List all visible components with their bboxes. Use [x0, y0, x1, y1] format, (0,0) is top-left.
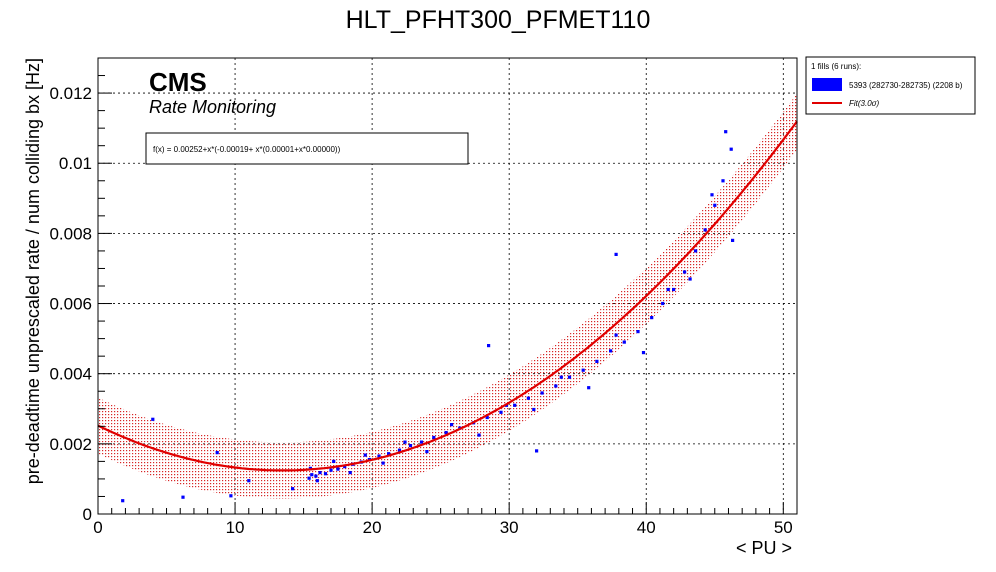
- data-point: [363, 453, 367, 457]
- x-tick-label: 20: [363, 518, 382, 537]
- data-point: [332, 459, 336, 463]
- data-point: [587, 386, 591, 390]
- y-axis-ticks: 0 0.002 0.004 0.006 0.008 0.01 0.012: [49, 57, 112, 524]
- data-point: [397, 448, 402, 452]
- y-tick-label: 0.002: [49, 435, 92, 454]
- data-point: [703, 228, 707, 232]
- data-point: [581, 368, 585, 372]
- y-tick-label: 0.006: [49, 295, 92, 314]
- x-tick-label: 0: [93, 518, 102, 537]
- data-point: [432, 435, 436, 440]
- data-point: [532, 407, 536, 412]
- y-tick-label: 0.01: [59, 154, 92, 173]
- data-point: [329, 468, 333, 472]
- y-tick-label: 0: [83, 505, 92, 524]
- data-point: [554, 384, 558, 388]
- data-point: [721, 179, 725, 183]
- data-point: [609, 349, 613, 353]
- data-point: [710, 193, 714, 197]
- x-axis-label: < PU >: [736, 538, 792, 558]
- x-tick-label: 10: [226, 518, 245, 537]
- data-point: [477, 433, 481, 437]
- data-point: [614, 333, 618, 337]
- data-point: [229, 494, 233, 498]
- data-point: [314, 474, 318, 478]
- legend-swatch-data: [812, 78, 842, 91]
- x-tick-label: 50: [774, 518, 793, 537]
- data-point: [499, 410, 503, 414]
- data-point: [661, 301, 665, 306]
- fit-formula-box: f(x) = 0.00252+x*(-0.00019+ x*(0.00001+x…: [145, 132, 469, 165]
- data-point: [526, 396, 530, 400]
- data-point: [315, 479, 319, 483]
- y-tick-label: 0.008: [49, 224, 92, 243]
- data-point: [310, 473, 314, 477]
- data-point: [181, 495, 185, 499]
- data-point: [215, 451, 219, 455]
- y-tick-label: 0.012: [49, 84, 92, 103]
- fit-formula-text: f(x) = 0.00252+x*(-0.00019+ x*(0.00001+x…: [153, 145, 341, 154]
- data-point: [381, 461, 385, 465]
- y-tick-label: 0.004: [49, 365, 92, 384]
- data-point: [425, 450, 429, 454]
- legend-entry-data: 5393 (282730-282735) (2208 b): [849, 81, 963, 90]
- data-point: [291, 487, 295, 491]
- data-point: [713, 203, 717, 207]
- data-point: [622, 340, 626, 344]
- data-point: [724, 130, 728, 134]
- data-point: [343, 465, 347, 469]
- x-tick-label: 30: [500, 518, 519, 537]
- data-point: [672, 287, 676, 292]
- data-point: [323, 472, 328, 476]
- legend-header: 1 fills (6 runs):: [811, 62, 861, 71]
- data-point: [485, 415, 489, 420]
- cms-label: CMS: [149, 67, 207, 97]
- data-point: [666, 287, 670, 292]
- data-point: [694, 249, 698, 253]
- data-point: [729, 147, 733, 151]
- chart-title: HLT_PFHT300_PFMET110: [346, 6, 651, 34]
- data-point: [540, 391, 544, 395]
- data-point: [403, 440, 407, 444]
- data-point: [487, 344, 491, 348]
- data-point: [595, 359, 599, 363]
- data-point: [336, 467, 340, 471]
- data-point: [307, 476, 311, 480]
- data-point: [567, 375, 572, 379]
- data-point: [377, 454, 381, 458]
- fit-curve: [97, 120, 798, 472]
- data-point: [348, 471, 352, 475]
- data-point: [450, 423, 454, 427]
- data-point: [731, 238, 735, 242]
- legend: 1 fills (6 runs): 5393 (282730-282735) (…: [805, 56, 976, 115]
- data-point: [559, 375, 563, 379]
- data-point: [614, 252, 618, 256]
- data-point: [408, 444, 413, 448]
- x-axis-ticks: 0 10 20 30 40 50: [93, 502, 798, 537]
- x-tick-label: 40: [637, 518, 656, 537]
- data-point: [387, 452, 391, 456]
- rate-monitoring-label: Rate Monitoring: [149, 97, 276, 117]
- data-point: [636, 330, 640, 334]
- data-point: [121, 499, 125, 503]
- legend-entry-fit: Fit(3.0σ): [849, 99, 879, 108]
- data-point: [444, 431, 448, 435]
- fit-band-area: [98, 93, 797, 499]
- data-point: [513, 403, 517, 407]
- data-point: [419, 440, 424, 444]
- data-point: [641, 351, 646, 355]
- y-axis-label: pre-deadtime unprescaled rate / num coll…: [23, 58, 43, 484]
- fit-sigma-band: [98, 93, 797, 499]
- data-point: [318, 471, 322, 475]
- data-point: [535, 449, 539, 453]
- data-point: [688, 277, 692, 281]
- data-point: [650, 316, 654, 320]
- data-point: [683, 270, 687, 274]
- data-point: [247, 479, 251, 483]
- data-point: [151, 417, 155, 421]
